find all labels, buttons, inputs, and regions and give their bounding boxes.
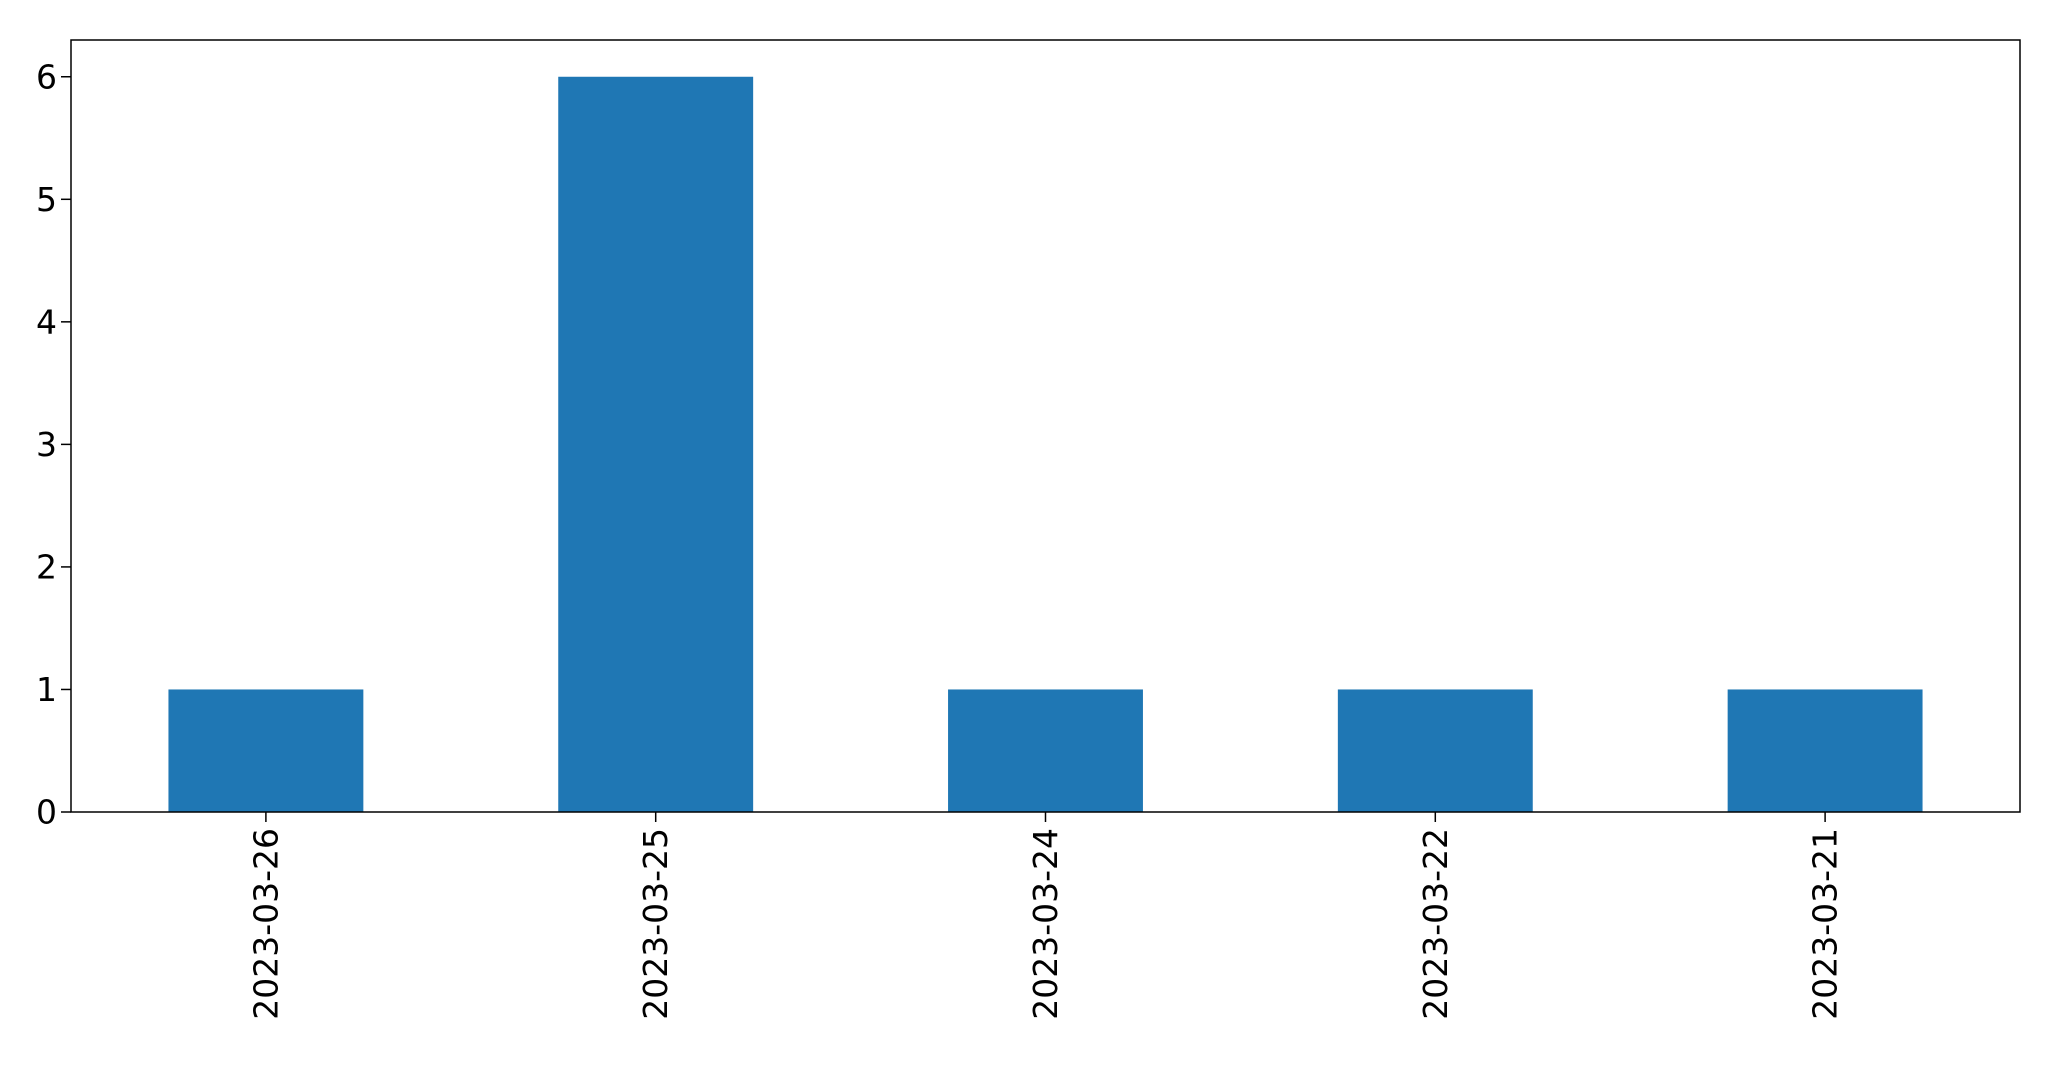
y-tick-label: 1: [36, 670, 57, 709]
y-axis: 0 1 2 3 4 5 6: [36, 57, 71, 832]
y-tick-label: 6: [36, 57, 57, 96]
plot-area: [71, 40, 2020, 812]
bar-2023-03-24: [948, 689, 1143, 812]
x-tick-label: 2023-03-24: [1026, 828, 1065, 1020]
bar-2023-03-22: [1337, 689, 1533, 812]
y-tick-label: 5: [36, 180, 57, 219]
bar-2023-03-21: [1727, 689, 1923, 812]
y-tick-label: 3: [36, 425, 57, 464]
plot-frame: [70, 39, 2021, 813]
x-tick-label: 2023-03-25: [636, 828, 675, 1020]
bar-2023-03-26: [168, 689, 364, 812]
x-tick-label: 2023-03-22: [1416, 828, 1455, 1020]
y-tick-label: 4: [36, 302, 57, 341]
y-tick-label: 0: [36, 793, 57, 832]
x-axis: 2023-03-26 2023-03-25 2023-03-24 2023-03-22…: [246, 812, 1845, 1020]
x-tick-label: 2023-03-26: [246, 828, 285, 1020]
x-tick-label: 2023-03-21: [1806, 828, 1845, 1020]
bar-2023-03-25: [558, 76, 754, 812]
y-tick-label: 2: [36, 547, 57, 586]
bars-group: [168, 76, 1923, 812]
